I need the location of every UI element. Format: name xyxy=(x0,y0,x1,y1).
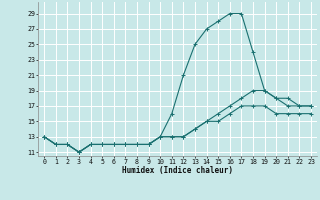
X-axis label: Humidex (Indice chaleur): Humidex (Indice chaleur) xyxy=(122,166,233,175)
